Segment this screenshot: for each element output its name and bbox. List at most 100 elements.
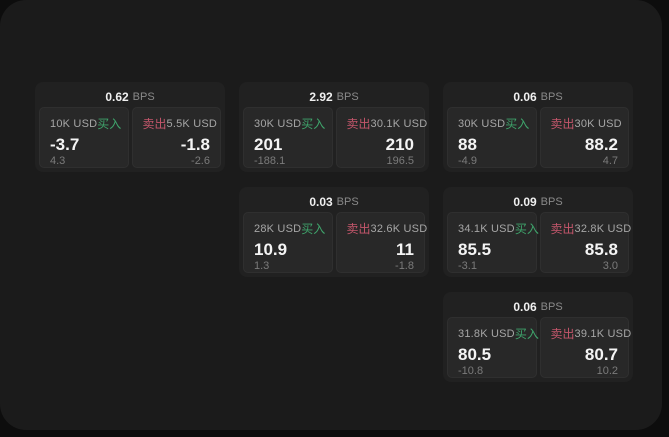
sell-panel[interactable]: 卖出 32.6K USD 11 -1.8 — [335, 212, 428, 273]
sell-size: 5.5K USD — [166, 117, 218, 130]
buy-price: 201 — [254, 135, 283, 154]
spread-header: 2.92 BPS — [243, 86, 425, 107]
spread-header: 0.62 BPS — [39, 86, 221, 107]
quote-card: 0.62 BPS 10K USD 买入 -3.7 4.3 卖出 5.5K USD… — [35, 82, 225, 172]
buy-delta: -4.9 — [458, 154, 477, 167]
buy-size: 28K USD — [254, 222, 302, 235]
buy-label: 买入 — [97, 117, 122, 131]
spread-header: 0.06 BPS — [447, 296, 629, 317]
sell-label: 卖出 — [550, 327, 575, 341]
sell-panel[interactable]: 卖出 39.1K USD 80.7 10.2 — [539, 317, 632, 378]
sell-size: 32.6K USD — [370, 222, 428, 235]
spread-value: 2.92 — [309, 89, 333, 104]
sell-delta: 3.0 — [602, 259, 618, 272]
sell-delta: 4.7 — [602, 154, 618, 167]
spread-value: 0.06 — [513, 89, 537, 104]
quote-body: 30K USD 买入 88 -4.9 卖出 30K USD 88.2 4.7 — [447, 107, 629, 168]
quote-body: 28K USD 买入 10.9 1.3 卖出 32.6K USD 11 -1.8 — [243, 212, 428, 273]
quote-body: 30K USD 买入 201 -188.1 卖出 30.1K USD 210 1… — [243, 107, 428, 168]
sell-panel-top: 卖出 5.5K USD — [142, 115, 217, 132]
spread-unit: BPS — [540, 300, 563, 313]
quote-card: 0.06 BPS 31.8K USD 买入 80.5 -10.8 卖出 39.1… — [443, 292, 633, 382]
quote-card: 0.06 BPS 30K USD 买入 88 -4.9 卖出 30K USD 8… — [443, 82, 633, 172]
spread-unit: BPS — [132, 90, 155, 103]
buy-panel[interactable]: 28K USD 买入 10.9 1.3 — [243, 212, 333, 273]
sell-panel-top: 卖出 32.6K USD — [346, 220, 428, 237]
buy-size: 30K USD — [458, 117, 506, 130]
buy-label: 买入 — [301, 222, 326, 236]
spread-unit: BPS — [540, 90, 563, 103]
buy-label: 买入 — [514, 327, 539, 341]
sell-delta: -2.6 — [191, 154, 210, 167]
buy-size: 10K USD — [50, 117, 98, 130]
buy-delta: -188.1 — [254, 154, 286, 167]
sell-delta: -1.8 — [395, 259, 414, 272]
buy-panel-top: 30K USD 买入 — [458, 115, 530, 132]
sell-label: 卖出 — [550, 222, 575, 236]
sell-size: 32.8K USD — [574, 222, 632, 235]
buy-panel[interactable]: 10K USD 买入 -3.7 4.3 — [39, 107, 129, 168]
buy-size: 34.1K USD — [458, 222, 515, 235]
sell-price: 88.2 — [584, 135, 618, 154]
sell-panel-top: 卖出 30K USD — [550, 115, 622, 132]
buy-label: 买入 — [505, 117, 530, 131]
buy-label: 买入 — [301, 117, 326, 131]
quote-card: 2.92 BPS 30K USD 买入 201 -188.1 卖出 30.1K … — [239, 82, 429, 172]
spread-value: 0.62 — [105, 89, 129, 104]
sell-panel[interactable]: 卖出 30K USD 88.2 4.7 — [539, 107, 629, 168]
sell-size: 30.1K USD — [370, 117, 428, 130]
buy-price: -3.7 — [50, 135, 80, 154]
buy-panel[interactable]: 34.1K USD 买入 85.5 -3.1 — [447, 212, 539, 273]
sell-panel-top: 卖出 32.8K USD — [550, 220, 632, 237]
sell-size: 30K USD — [574, 117, 622, 130]
buy-delta: 4.3 — [50, 154, 66, 167]
quote-card: 0.09 BPS 34.1K USD 买入 85.5 -3.1 卖出 32.8K… — [443, 187, 633, 277]
spread-header: 0.03 BPS — [243, 191, 425, 212]
buy-panel-top: 30K USD 买入 — [254, 115, 326, 132]
buy-panel-top: 10K USD 买入 — [50, 115, 122, 132]
sell-panel[interactable]: 卖出 32.8K USD 85.8 3.0 — [539, 212, 632, 273]
sell-price: 210 — [385, 135, 414, 154]
sell-panel-top: 卖出 30.1K USD — [346, 115, 428, 132]
spread-unit: BPS — [336, 195, 359, 208]
spread-header: 0.09 BPS — [447, 191, 629, 212]
app-window: 0.62 BPS 10K USD 买入 -3.7 4.3 卖出 5.5K USD… — [0, 0, 662, 430]
buy-panel-top: 28K USD 买入 — [254, 220, 326, 237]
quote-body: 34.1K USD 买入 85.5 -3.1 卖出 32.8K USD 85.8… — [447, 212, 632, 273]
sell-label: 卖出 — [346, 222, 371, 236]
sell-label: 卖出 — [550, 117, 575, 131]
sell-delta: 10.2 — [596, 364, 618, 377]
quote-grid: 0.62 BPS 10K USD 买入 -3.7 4.3 卖出 5.5K USD… — [35, 82, 633, 382]
buy-price: 10.9 — [254, 240, 288, 259]
buy-panel[interactable]: 30K USD 买入 88 -4.9 — [447, 107, 537, 168]
quote-card: 0.03 BPS 28K USD 买入 10.9 1.3 卖出 32.6K US… — [239, 187, 429, 277]
sell-size: 39.1K USD — [574, 327, 632, 340]
spread-header: 0.06 BPS — [447, 86, 629, 107]
buy-delta: -3.1 — [458, 259, 477, 272]
buy-panel[interactable]: 31.8K USD 买入 80.5 -10.8 — [447, 317, 539, 378]
sell-delta: 196.5 — [386, 154, 414, 167]
buy-size: 30K USD — [254, 117, 302, 130]
spread-unit: BPS — [336, 90, 359, 103]
buy-delta: -10.8 — [458, 364, 484, 377]
quote-body: 31.8K USD 买入 80.5 -10.8 卖出 39.1K USD 80.… — [447, 317, 632, 378]
spread-unit: BPS — [540, 195, 563, 208]
sell-panel[interactable]: 卖出 5.5K USD -1.8 -2.6 — [131, 107, 221, 168]
buy-panel[interactable]: 30K USD 买入 201 -188.1 — [243, 107, 333, 168]
sell-price: 80.7 — [584, 345, 618, 364]
sell-panel[interactable]: 卖出 30.1K USD 210 196.5 — [335, 107, 428, 168]
buy-panel-top: 34.1K USD 买入 — [458, 220, 539, 237]
sell-label: 卖出 — [142, 117, 167, 131]
buy-size: 31.8K USD — [458, 327, 515, 340]
spread-value: 0.06 — [513, 299, 537, 314]
sell-panel-top: 卖出 39.1K USD — [550, 325, 632, 342]
sell-price: 11 — [396, 240, 414, 259]
buy-delta: 1.3 — [254, 259, 270, 272]
buy-price: 85.5 — [458, 240, 492, 259]
spread-value: 0.03 — [309, 194, 333, 209]
buy-panel-top: 31.8K USD 买入 — [458, 325, 539, 342]
quote-body: 10K USD 买入 -3.7 4.3 卖出 5.5K USD -1.8 -2.… — [39, 107, 221, 168]
sell-label: 卖出 — [346, 117, 371, 131]
buy-price: 80.5 — [458, 345, 492, 364]
spread-value: 0.09 — [513, 194, 537, 209]
